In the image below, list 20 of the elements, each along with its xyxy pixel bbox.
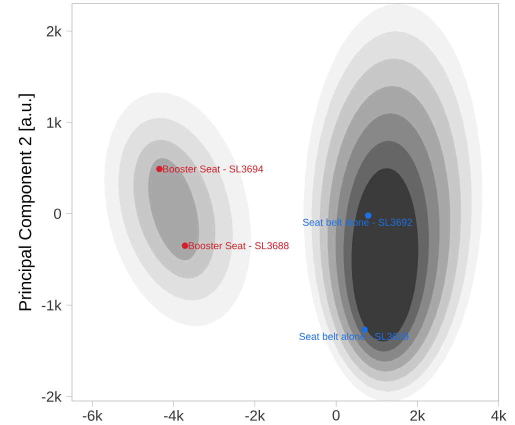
x-tick-label: -6k <box>82 410 103 421</box>
point <box>156 166 163 172</box>
x-tick-label: -2k <box>245 410 266 421</box>
annotation: Booster Seat - SL3694 <box>163 165 264 173</box>
y-tick-label: -1k <box>42 300 62 310</box>
y-tick-label: 1k <box>47 117 62 128</box>
point <box>365 212 372 219</box>
y-tick-label: -2k <box>42 391 62 402</box>
y-tick-label: 2k <box>46 26 62 36</box>
x-tick-label: 4k <box>491 410 506 421</box>
x-tick-label: 2k <box>410 410 426 421</box>
annotation: Booster Seat - SL3688 <box>188 242 289 250</box>
y-tick-label: 0 <box>54 208 62 219</box>
y-axis-title: Principal Component 2 [a.u.] <box>18 94 35 310</box>
point <box>182 242 188 249</box>
x-tick-label: -4k <box>164 410 184 421</box>
annotation: Seat belt alone - SL3692 <box>302 218 412 226</box>
annotation: Seat belt alone - SL3689 <box>299 332 408 340</box>
point <box>361 326 368 333</box>
x-tick-label: 0 <box>332 410 340 420</box>
